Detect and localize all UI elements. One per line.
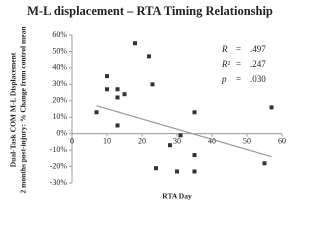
point <box>105 74 109 79</box>
point <box>262 161 267 166</box>
y-axis-label: Dual-Task COM M-L Displacement <box>9 52 18 167</box>
stat-eq: = <box>236 59 241 69</box>
point <box>115 123 120 128</box>
point <box>147 54 151 59</box>
x-tick-label: 10 <box>103 136 111 145</box>
point <box>192 153 197 158</box>
x-tick-label: 40 <box>208 136 216 145</box>
y-tick-label: 60% <box>52 30 67 39</box>
trend-line <box>96 105 272 158</box>
point <box>192 169 197 174</box>
y-tick-label: -10% <box>50 145 68 154</box>
x-tick-label: 0 <box>70 136 74 145</box>
x-tick-label: 20 <box>138 136 146 145</box>
stat-name: R² <box>221 59 230 69</box>
chart-title: M-L displacement – RTA Timing Relationsh… <box>27 4 273 18</box>
point <box>150 82 155 87</box>
y-tick-label: 20% <box>52 96 67 105</box>
y-axis-label: 2 months post-injury: % Change from cont… <box>19 26 28 194</box>
point <box>105 87 109 92</box>
x-axis-label: RTA Day <box>162 192 192 201</box>
point <box>154 166 158 171</box>
y-tick-label: 30% <box>52 79 67 88</box>
point <box>269 105 274 110</box>
y-tick-label: 0% <box>56 128 67 137</box>
y-tick-label: -20% <box>50 161 68 170</box>
y-tick-label: 10% <box>52 112 67 121</box>
point <box>168 143 172 148</box>
stat-eq: = <box>236 44 241 54</box>
chart: M-L displacement – RTA Timing Relationsh… <box>9 4 286 201</box>
stat-value: .247 <box>250 59 266 69</box>
stat-eq: = <box>236 74 241 84</box>
point <box>192 110 197 115</box>
stat-value: .030 <box>250 74 266 84</box>
stat-name: p <box>221 74 227 84</box>
y-tick-label: -30% <box>50 178 68 187</box>
y-tick-label: 50% <box>52 46 67 55</box>
point <box>94 110 99 115</box>
point <box>133 41 137 46</box>
stat-name: R <box>221 44 228 54</box>
x-tick-label: 60 <box>278 136 286 145</box>
point <box>122 92 127 97</box>
x-tick-label: 30 <box>173 136 181 145</box>
point <box>115 87 120 92</box>
point <box>178 133 183 138</box>
point <box>115 95 120 100</box>
point <box>175 169 179 174</box>
y-tick-label: 40% <box>52 63 67 72</box>
x-tick-label: 50 <box>243 136 251 145</box>
stat-value: .497 <box>250 44 266 54</box>
